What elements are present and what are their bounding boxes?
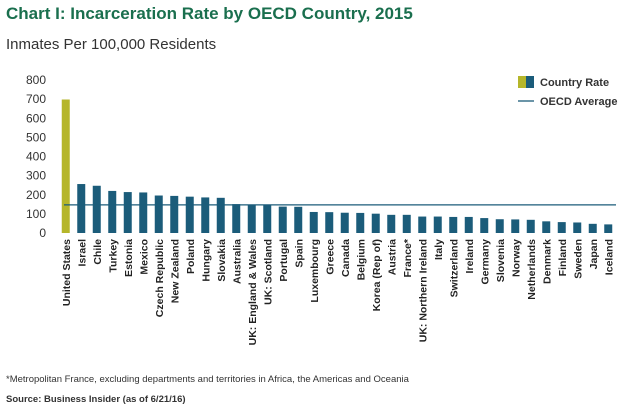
source-note: Source: Business Insider (as of 6/21/16) [6, 394, 186, 405]
y-tick-label: 200 [26, 188, 46, 202]
legend-label-country-rate: Country Rate [540, 77, 609, 89]
chart-title: Chart I: Incarceration Rate by OECD Coun… [6, 4, 413, 23]
bar-united-states [61, 99, 70, 233]
legend: Country Rate OECD Average [518, 76, 617, 108]
footnote: *Metropolitan France, excluding departme… [6, 374, 409, 385]
x-category-label: Netherlands [526, 239, 538, 300]
x-category-label: Israel [76, 239, 88, 267]
x-category-label: New Zealand [169, 239, 181, 303]
x-category-label: Norway [510, 239, 522, 277]
bar-austria [387, 214, 396, 233]
x-category-label: Denmark [541, 239, 553, 284]
bar-ireland [464, 216, 473, 233]
bar-portugal [278, 206, 287, 233]
bar-australia [232, 204, 241, 233]
bar-hungary [201, 197, 210, 233]
y-tick-label: 700 [26, 92, 46, 106]
x-category-label: Iceland [603, 239, 615, 275]
y-tick-label: 300 [26, 169, 46, 183]
x-category-label: France* [402, 238, 414, 277]
x-category-label: Belgium [355, 239, 367, 280]
y-tick-label: 800 [26, 73, 46, 87]
bar-chile [92, 185, 101, 233]
bar-estonia [123, 192, 132, 233]
x-category-label: Germany [479, 239, 491, 285]
bar-slovenia [495, 219, 504, 233]
x-category-label: Sweden [572, 239, 584, 279]
x-category-label: Australia [231, 239, 243, 284]
x-category-label: Italy [433, 239, 445, 260]
bar-belgium [356, 212, 365, 233]
x-category-label: Canada [340, 239, 352, 277]
bar-sweden [573, 222, 582, 233]
x-category-label: Greece [324, 239, 336, 275]
x-category-label: Luxembourg [309, 239, 321, 303]
bar-uk-scotland [263, 205, 272, 233]
legend-swatch-highlight [518, 76, 526, 88]
y-tick-label: 0 [39, 226, 46, 240]
y-tick-label: 400 [26, 150, 46, 164]
bar-greece [325, 212, 334, 233]
y-tick-label: 600 [26, 111, 46, 125]
x-category-label: Chile [92, 239, 104, 265]
x-category-label: Austria [386, 239, 398, 275]
x-category-label: Switzerland [448, 239, 460, 297]
bar-japan [588, 223, 597, 233]
x-category-label: Estonia [123, 239, 135, 277]
bars [61, 99, 613, 233]
x-category-label: Turkey [107, 239, 119, 273]
bar-canada [340, 212, 349, 233]
bar-poland [185, 196, 194, 233]
x-category-label: Poland [185, 239, 197, 274]
bar-mexico [139, 192, 148, 233]
bar-netherlands [526, 219, 535, 233]
bar-slovakia [216, 197, 225, 233]
bar-germany [480, 218, 489, 233]
x-category-label: Czech Republic [154, 239, 166, 317]
bar-uk-england-wales [247, 205, 256, 233]
x-axis-labels: United States Israel Chile Turkey Estonia Mex… [61, 238, 616, 345]
x-category-label: Portugal [278, 239, 290, 282]
x-category-label: Hungary [200, 239, 212, 282]
bar-france [402, 214, 411, 233]
y-tick-label: 500 [26, 130, 46, 144]
x-category-label: Japan [588, 239, 600, 269]
x-category-label: Korea (Rep of) [371, 239, 383, 311]
bar-czech-republic [154, 195, 163, 233]
x-category-label: United States [61, 239, 73, 306]
bar-luxembourg [309, 211, 318, 233]
bar-uk-northern-ireland [418, 216, 427, 233]
y-axis: 0 100 200 300 400 500 600 700 800 [26, 73, 46, 240]
bar-spain [294, 206, 303, 233]
bar-turkey [108, 190, 117, 233]
chart-subtitle: Inmates Per 100,000 Residents [6, 36, 217, 53]
x-category-label: Ireland [464, 239, 476, 273]
x-category-label: Finland [557, 239, 569, 276]
x-category-label: Slovakia [216, 239, 228, 282]
bar-finland [557, 222, 566, 233]
bar-norway [511, 219, 520, 233]
x-category-label: UK: Scotland [262, 239, 274, 305]
x-category-label: Slovenia [495, 239, 507, 282]
bar-italy [433, 216, 442, 233]
x-category-label: Spain [293, 239, 305, 268]
bar-switzerland [449, 216, 458, 233]
bar-new-zealand [170, 195, 179, 233]
y-tick-label: 100 [26, 207, 46, 221]
legend-swatch-bar [526, 76, 534, 88]
legend-label-oecd-average: OECD Average [540, 96, 617, 108]
bar-korea-rep-of [371, 213, 380, 233]
x-category-label: UK: Northern Ireland [417, 239, 429, 342]
x-category-label: UK: England & Wales [247, 239, 259, 346]
bar-denmark [542, 221, 551, 233]
bar-iceland [604, 224, 613, 233]
bar-israel [77, 184, 86, 233]
x-category-label: Mexico [138, 239, 150, 275]
